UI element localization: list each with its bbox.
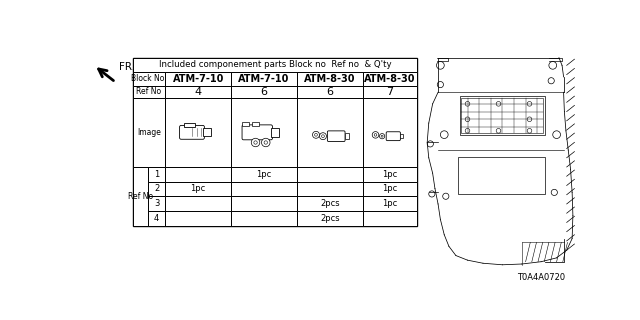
Circle shape <box>380 133 385 139</box>
Bar <box>363 211 417 226</box>
Bar <box>363 98 417 167</box>
Bar <box>297 98 363 167</box>
Text: T0A4A0720: T0A4A0720 <box>517 273 565 282</box>
Circle shape <box>252 138 260 147</box>
Text: 1pc: 1pc <box>382 170 397 179</box>
Bar <box>363 71 417 86</box>
Circle shape <box>315 133 317 136</box>
Bar <box>132 98 165 167</box>
FancyBboxPatch shape <box>328 131 345 141</box>
Bar <box>165 98 231 167</box>
Bar <box>165 196 231 211</box>
Bar <box>231 182 297 196</box>
Bar <box>297 86 363 98</box>
Bar <box>363 182 417 196</box>
Bar <box>231 211 297 226</box>
Bar <box>461 98 543 133</box>
Bar <box>165 182 231 196</box>
Bar <box>132 58 417 226</box>
Text: Image: Image <box>137 128 161 137</box>
Bar <box>165 86 231 98</box>
Bar <box>458 157 545 194</box>
Text: 1pc: 1pc <box>382 184 397 193</box>
Bar <box>132 58 417 71</box>
Circle shape <box>381 135 383 137</box>
Circle shape <box>254 141 257 144</box>
Text: FR.: FR. <box>119 62 135 72</box>
Bar <box>242 122 249 126</box>
Text: 1: 1 <box>154 170 159 179</box>
Circle shape <box>262 138 270 147</box>
Bar <box>132 71 165 86</box>
Bar <box>231 86 297 98</box>
Bar <box>297 71 363 86</box>
Text: Included componement parts Block no  Ref no  & Q'ty: Included componement parts Block no Ref … <box>159 60 391 69</box>
FancyBboxPatch shape <box>180 125 204 139</box>
Text: 1pc: 1pc <box>257 170 272 179</box>
Bar <box>148 182 165 196</box>
Text: ATM-7-10: ATM-7-10 <box>173 74 224 84</box>
Text: 1pc: 1pc <box>382 199 397 208</box>
Bar <box>231 98 297 167</box>
Bar <box>132 86 165 98</box>
Bar <box>231 167 297 182</box>
Bar <box>165 71 231 86</box>
Text: Block No.: Block No. <box>131 74 167 83</box>
Circle shape <box>264 141 268 144</box>
Text: ATM-8-30: ATM-8-30 <box>364 74 416 84</box>
Bar <box>184 123 195 127</box>
Bar <box>460 96 545 135</box>
Bar <box>297 182 363 196</box>
Circle shape <box>312 131 319 138</box>
Text: Ref No: Ref No <box>136 87 161 96</box>
Text: 2pcs: 2pcs <box>320 214 340 223</box>
Text: 1pc: 1pc <box>191 184 206 193</box>
Text: ATM-7-10: ATM-7-10 <box>238 74 290 84</box>
FancyBboxPatch shape <box>386 132 401 140</box>
Text: ATM-8-30: ATM-8-30 <box>304 74 356 84</box>
Text: Ref No: Ref No <box>128 192 153 201</box>
Bar <box>363 86 417 98</box>
Bar <box>165 211 231 226</box>
Bar <box>148 196 165 211</box>
Text: 7: 7 <box>387 87 394 97</box>
Circle shape <box>372 132 379 138</box>
Bar <box>231 71 297 86</box>
Bar <box>148 167 165 182</box>
Text: 2: 2 <box>154 184 159 193</box>
Bar <box>363 196 417 211</box>
Bar <box>297 167 363 182</box>
Bar <box>363 167 417 182</box>
Text: 2pcs: 2pcs <box>320 199 340 208</box>
Bar <box>203 129 211 136</box>
Text: 6: 6 <box>260 87 268 97</box>
Bar <box>400 134 403 139</box>
Circle shape <box>374 133 377 136</box>
Text: 4: 4 <box>154 214 159 223</box>
Bar <box>297 211 363 226</box>
Bar <box>231 196 297 211</box>
Bar <box>297 196 363 211</box>
Bar <box>252 122 259 126</box>
FancyBboxPatch shape <box>242 125 273 140</box>
Text: 6: 6 <box>326 87 333 97</box>
Bar <box>132 167 148 226</box>
Text: 3: 3 <box>154 199 159 208</box>
Text: 4: 4 <box>195 87 202 97</box>
Circle shape <box>319 133 326 140</box>
Circle shape <box>321 135 324 138</box>
Bar <box>165 167 231 182</box>
Bar <box>271 128 280 137</box>
Bar <box>344 133 349 139</box>
Bar <box>148 211 165 226</box>
